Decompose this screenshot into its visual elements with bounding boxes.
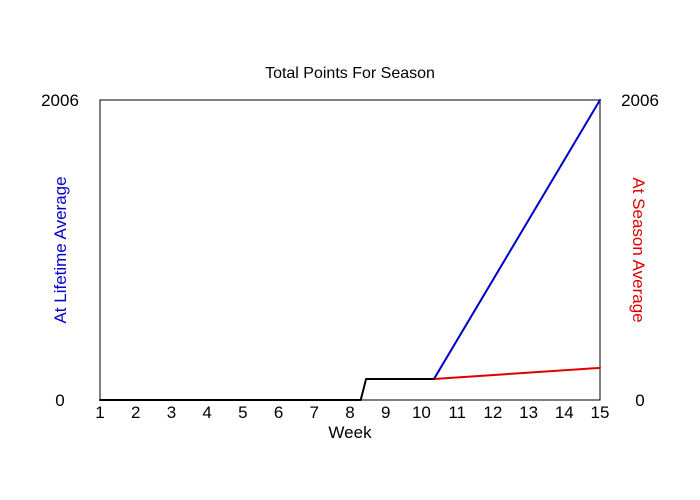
y-tick-label-left: 0 xyxy=(55,391,64,410)
x-tick-label: 1 xyxy=(95,403,104,422)
y-axis-ticks: 0 2006 0 2006 xyxy=(41,91,659,410)
x-tick-label: 4 xyxy=(202,403,211,422)
series-line-0 xyxy=(99,378,435,401)
x-tick-label: 3 xyxy=(167,403,176,422)
y-axis-title-left: At Lifetime Average xyxy=(51,176,70,323)
x-tick-label: 11 xyxy=(448,403,466,422)
x-tick-label: 12 xyxy=(483,403,502,422)
y-tick-label-right: 2006 xyxy=(621,91,659,110)
y-tick-label-left: 2006 xyxy=(41,91,79,110)
x-tick-label: 6 xyxy=(274,403,283,422)
x-axis-title: Week xyxy=(328,423,372,442)
x-tick-label: 10 xyxy=(412,403,431,422)
chart-title: Total Points For Season xyxy=(265,65,435,82)
x-tick-label: 7 xyxy=(310,403,319,422)
x-tick-label: 15 xyxy=(591,403,610,422)
series-line-2 xyxy=(432,366,601,381)
plot-frame xyxy=(99,99,601,401)
y-tick-label-right: 0 xyxy=(635,391,644,410)
x-tick-label: 13 xyxy=(519,403,538,422)
x-tick-label: 2 xyxy=(131,403,140,422)
x-axis-ticks: 1 2 3 4 5 6 7 8 9 10 11 12 13 14 15 xyxy=(95,403,609,422)
x-tick-label: 9 xyxy=(381,403,390,422)
x-tick-label: 8 xyxy=(345,403,354,422)
x-tick-label: 5 xyxy=(238,403,247,422)
series-line-1 xyxy=(432,99,601,381)
x-tick-label: 14 xyxy=(555,403,574,422)
y-axis-title-right: At Season Average xyxy=(629,177,648,322)
series-layer xyxy=(99,99,601,401)
